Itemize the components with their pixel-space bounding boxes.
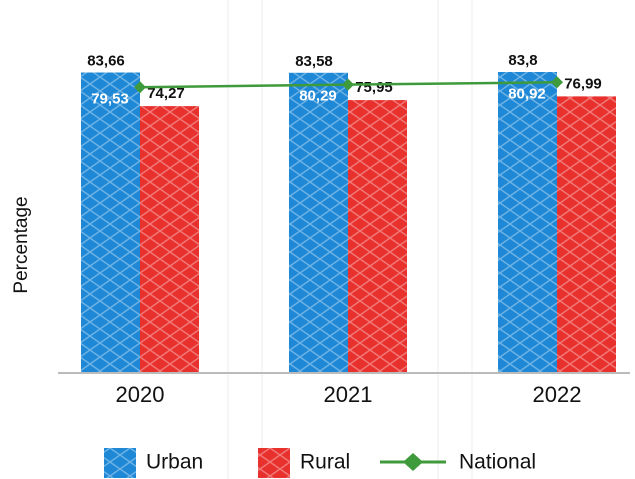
legend-label: Urban [146, 451, 203, 474]
value-label: 75,95 [355, 79, 393, 96]
legend-swatch-pattern [258, 448, 290, 478]
bar-pattern [498, 72, 557, 372]
value-label: 83,58 [295, 53, 333, 70]
x-tick-label: 2022 [533, 382, 582, 407]
value-label: 83,8 [508, 52, 537, 69]
x-tick-label: 2021 [324, 382, 373, 407]
value-label: 79,53 [91, 90, 129, 107]
value-label: 80,92 [508, 85, 546, 102]
value-label: 76,99 [564, 75, 602, 92]
bar-pattern [348, 100, 407, 372]
bar-pattern [140, 106, 199, 372]
value-label: 83,66 [87, 52, 125, 69]
bar-pattern [289, 73, 348, 372]
bar-pattern [557, 96, 616, 372]
legend-label: Rural [300, 451, 350, 474]
legend-swatch-pattern [104, 448, 136, 478]
y-axis-title: Percentage [11, 196, 32, 293]
legend-label: National [459, 451, 536, 474]
x-tick-label: 2020 [116, 382, 165, 407]
bar-pattern [81, 73, 140, 372]
chart: Percentage 20202021202283,6683,5883,874,… [0, 0, 635, 479]
legend-marker [403, 453, 423, 471]
value-label: 80,29 [299, 88, 337, 105]
